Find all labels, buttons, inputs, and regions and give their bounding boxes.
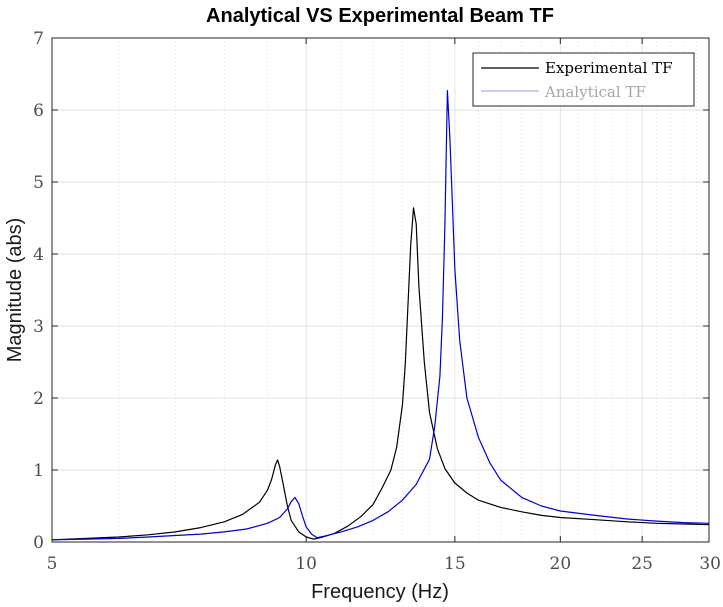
legend-label-analytical: Analytical TF: [544, 83, 646, 101]
x-tick-label: 15: [444, 554, 466, 574]
y-tick-label: 7: [33, 29, 44, 49]
x-tick-label: 5: [47, 554, 58, 574]
legend: Experimental TF Analytical TF: [472, 52, 695, 107]
series-layer: [51, 89, 710, 541]
y-axis-label: Magnitude (abs): [4, 218, 26, 363]
chart-title: Analytical VS Experimental Beam TF: [206, 5, 554, 27]
y-tick-label: 4: [33, 245, 44, 265]
x-tick-label: 20: [550, 554, 572, 574]
x-tick-label: 30: [699, 554, 721, 574]
x-tick-label: 25: [631, 554, 653, 574]
plot-frame: [51, 37, 710, 543]
series-line-analytical-tf: [51, 89, 710, 541]
ticks: 5 10 15 20 25 30 0 1 2 3 4 5 6 7: [33, 29, 721, 574]
legend-label-experimental: Experimental TF: [545, 59, 673, 77]
legend-box: [472, 52, 695, 107]
y-tick-label: 1: [33, 461, 44, 481]
plot-area: 5 10 15 20 25 30 0 1 2 3 4 5 6 7: [33, 29, 721, 574]
x-axis-label: Frequency (Hz): [311, 581, 449, 603]
y-tick-label: 2: [33, 389, 44, 409]
y-tick-label: 6: [33, 101, 44, 121]
series-line-experimental-tf: [51, 207, 710, 541]
y-tick-label: 0: [33, 533, 44, 553]
grid: [51, 37, 710, 543]
plot-background: [52, 38, 709, 542]
y-tick-label: 5: [33, 173, 44, 193]
y-tick-label: 3: [33, 317, 44, 337]
x-tick-label: 10: [295, 554, 317, 574]
